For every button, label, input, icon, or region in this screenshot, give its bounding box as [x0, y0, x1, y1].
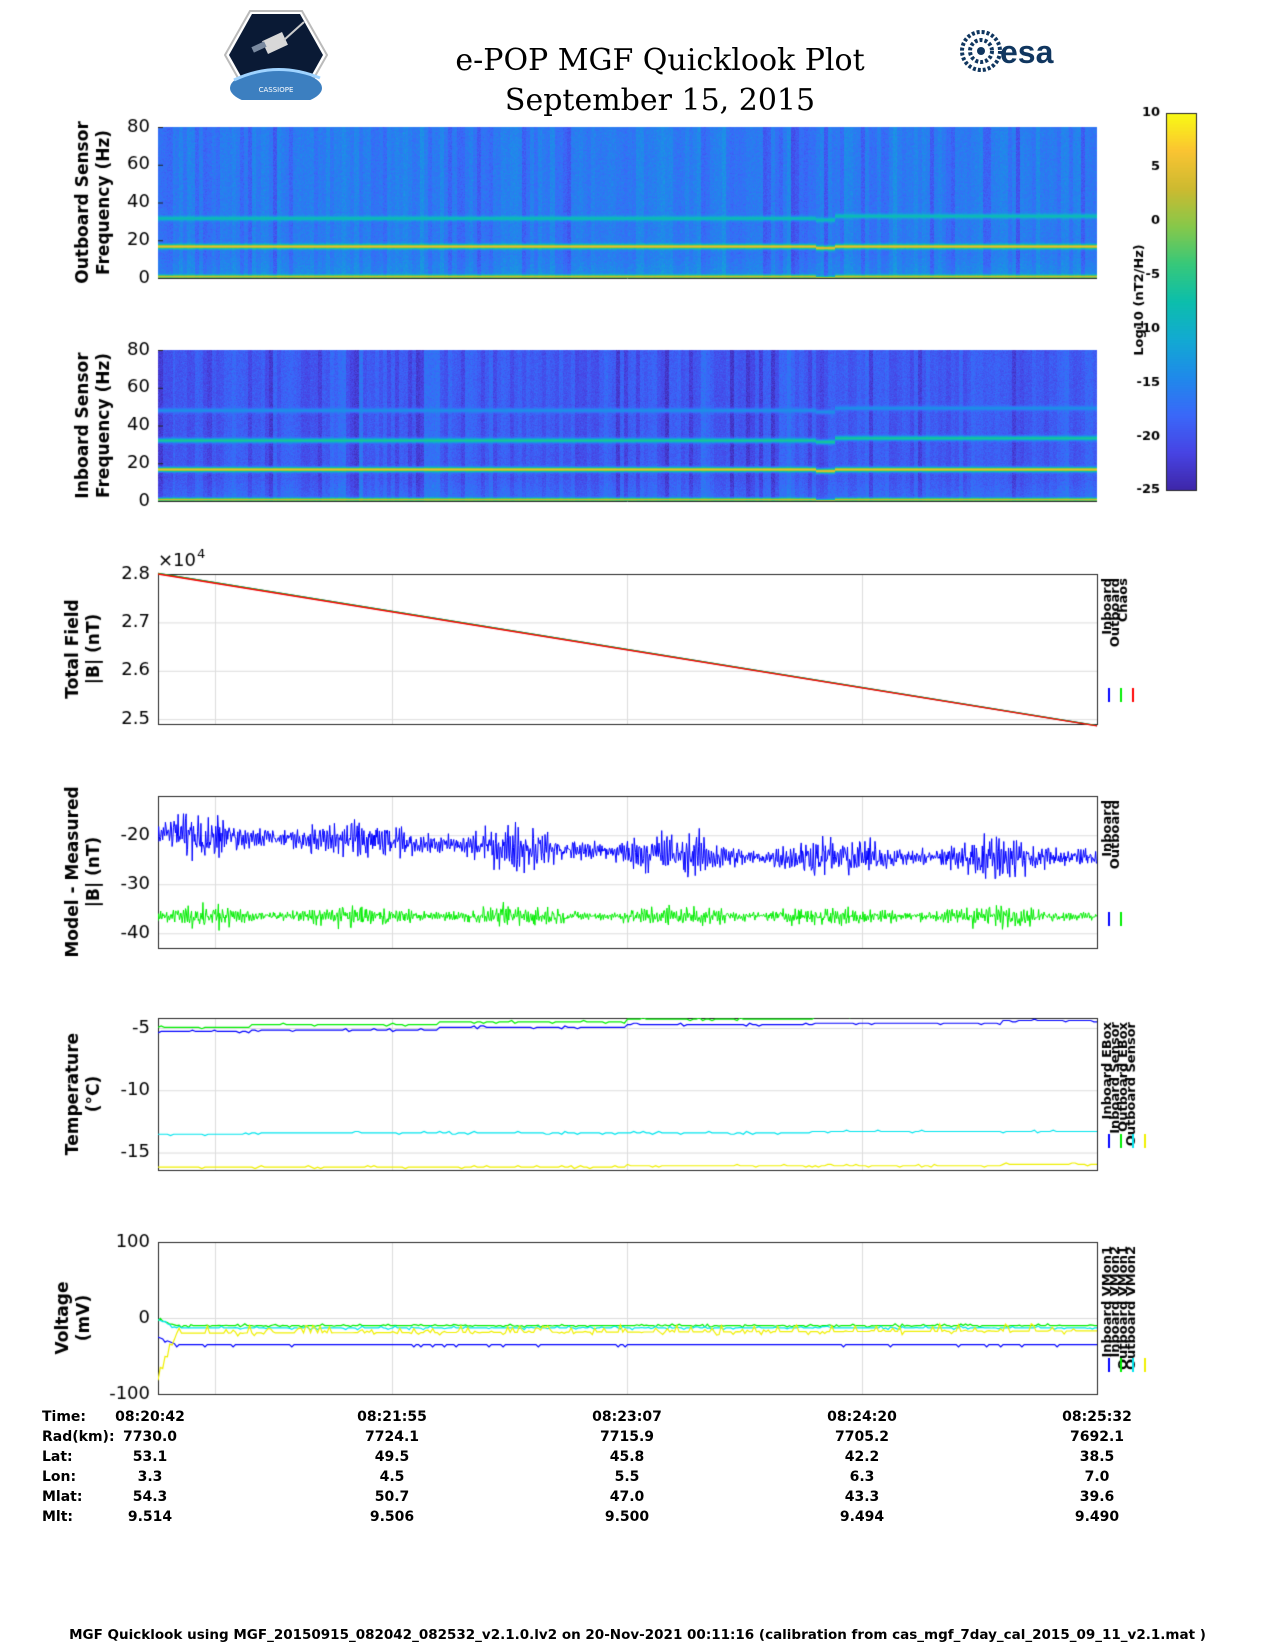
table-cell: 08:23:07 [592, 1409, 662, 1425]
esa-logo-text: esa [1000, 34, 1054, 70]
esa-logo-icon [960, 30, 1002, 72]
plot-date: September 15, 2015 [504, 83, 816, 118]
table-cell: 45.8 [609, 1449, 645, 1465]
table-cell: 39.6 [1079, 1489, 1115, 1505]
table-row-label: Lon: [42, 1469, 77, 1485]
cassiope-mission-logo: CASSIOPE [224, 10, 328, 100]
table-cell: 6.3 [849, 1469, 875, 1485]
table-cell: 7715.9 [599, 1429, 655, 1445]
table-cell: 08:25:32 [1062, 1409, 1132, 1425]
table-cell: 3.3 [137, 1469, 163, 1485]
plot-title: e-POP MGF Quicklook Plot [455, 43, 865, 78]
table-cell: 08:21:55 [357, 1409, 427, 1425]
table-cell: 9.490 [1074, 1509, 1120, 1525]
table-row-label: Mlt: [42, 1509, 74, 1525]
table-cell: 9.506 [369, 1509, 415, 1525]
table-cell: 5.5 [614, 1469, 640, 1485]
table-cell: 7.0 [1084, 1469, 1110, 1485]
table-cell: 4.5 [379, 1469, 405, 1485]
table-cell: 53.1 [132, 1449, 168, 1465]
table-row-label: Mlat: [42, 1489, 83, 1505]
table-cell: 47.0 [609, 1489, 645, 1505]
table-cell: 08:20:42 [115, 1409, 185, 1425]
table-cell: 43.3 [844, 1489, 880, 1505]
table-cell: 7705.2 [834, 1429, 890, 1445]
table-cell: 42.2 [844, 1449, 880, 1465]
table-cell: 38.5 [1079, 1449, 1115, 1465]
table-row-label: Rad(km): [42, 1429, 115, 1445]
table-cell: 9.514 [127, 1509, 173, 1525]
table-cell: 7692.1 [1069, 1429, 1125, 1445]
table-cell: 49.5 [374, 1449, 410, 1465]
table-cell: 50.7 [374, 1489, 410, 1505]
table-cell: 9.500 [604, 1509, 650, 1525]
table-row-label: Lat: [42, 1449, 73, 1465]
footer-note: MGF Quicklook using MGF_20150915_082042_… [69, 1627, 1206, 1643]
table-cell: 7724.1 [364, 1429, 420, 1445]
table-cell: 54.3 [132, 1489, 168, 1505]
mission-logo-text: CASSIOPE [259, 86, 294, 94]
table-cell: 08:24:20 [827, 1409, 897, 1425]
table-cell: 7730.0 [122, 1429, 178, 1445]
table-row-label: Time: [42, 1409, 87, 1425]
table-cell: 9.494 [839, 1509, 885, 1525]
